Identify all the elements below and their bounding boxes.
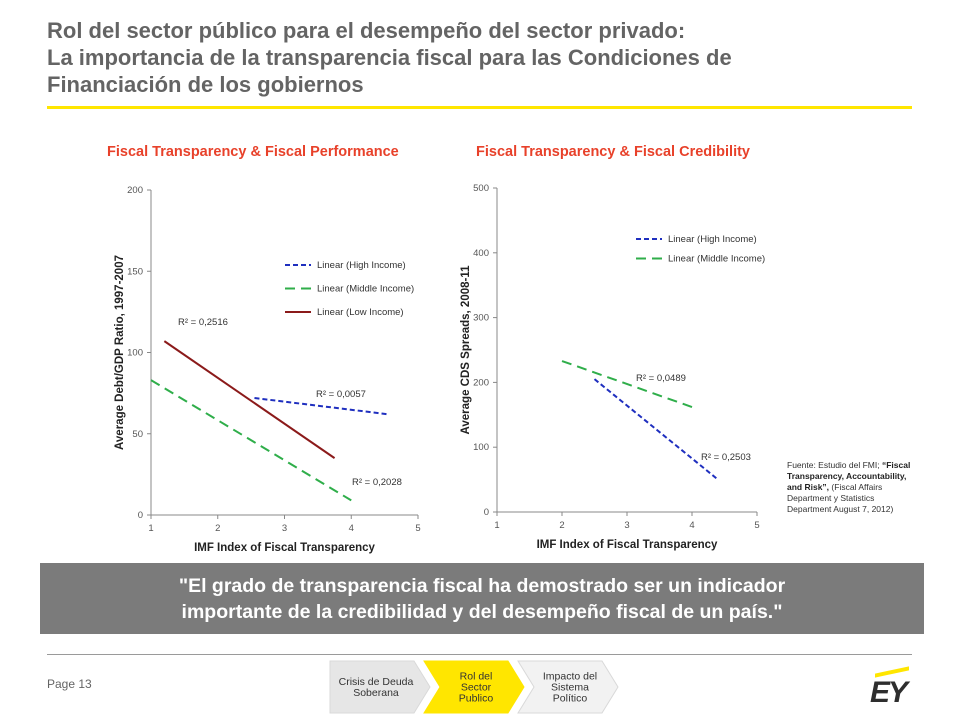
x-tick-label: 3 bbox=[624, 520, 629, 531]
quote-line-1: "El grado de transparencia fiscal ha dem… bbox=[178, 574, 786, 597]
source-note: Fuente: Estudio del FMI; “Fiscal Transpa… bbox=[787, 460, 912, 515]
chart-2-title: Fiscal Transparency & Fiscal Credibility bbox=[476, 144, 750, 160]
y-tick-label: 500 bbox=[473, 183, 489, 194]
title-line-3: Financiación de los gobiernos bbox=[47, 72, 364, 97]
source-title: “Fiscal Transparency, Accountability, an… bbox=[787, 460, 911, 492]
nav-step-label: Publico bbox=[459, 693, 494, 705]
x-tick-label: 2 bbox=[215, 523, 220, 534]
title-line-2: La importancia de la transparencia fisca… bbox=[47, 45, 732, 70]
chart-fiscal-performance: 0 50 100 150 200 1 2 3 4 5 IMF Index of Fiscal Tra… bbox=[114, 185, 421, 554]
x-tick-label: 5 bbox=[415, 523, 420, 534]
nav-step-label: Rol del bbox=[460, 671, 493, 683]
x-tick-label: 4 bbox=[689, 520, 694, 531]
x-tick-label: 1 bbox=[494, 520, 499, 531]
y-tick-label: 100 bbox=[473, 442, 489, 453]
y-tick-label: 0 bbox=[138, 510, 143, 521]
x-tick-label: 2 bbox=[559, 520, 564, 531]
series-line-2 bbox=[163, 340, 336, 459]
nav-step-label: Político bbox=[553, 693, 588, 705]
nav-step-shape bbox=[423, 660, 525, 714]
y-tick-label: 200 bbox=[473, 377, 489, 388]
nav-step-label: Crisis de Deuda bbox=[339, 676, 414, 688]
source-prefix: Fuente: Estudio del FMI; bbox=[787, 460, 880, 470]
y-tick-label: 400 bbox=[473, 248, 489, 259]
y-tick-label: 200 bbox=[127, 185, 143, 196]
y-axis-label: Average CDS Spreads, 2008-11 bbox=[460, 265, 472, 435]
source-suffix: (Fiscal Affairs Department y Statistics … bbox=[787, 482, 894, 514]
x-axis-label: IMF Index of Fiscal Transparency bbox=[194, 542, 375, 554]
r2-label: R² = 0,2516 bbox=[178, 317, 228, 328]
x-tick-label: 4 bbox=[349, 523, 354, 534]
x-tick-label: 5 bbox=[754, 520, 759, 531]
x-tick-label: 3 bbox=[282, 523, 287, 534]
nav-step-label: Impacto del bbox=[543, 671, 597, 683]
quote-line-2: importante de la credibilidad y del dese… bbox=[181, 600, 783, 623]
legend-label: Linear (High Income) bbox=[317, 260, 406, 271]
nav-step-shape bbox=[517, 660, 619, 714]
y-tick-label: 100 bbox=[127, 348, 143, 359]
series-line-1 bbox=[150, 379, 352, 502]
ey-logo: EY bbox=[870, 676, 908, 709]
footer-divider bbox=[47, 654, 912, 655]
r2-label: R² = 0,0057 bbox=[316, 389, 366, 400]
legend-label: Linear (Middle Income) bbox=[317, 284, 414, 295]
nav-step-label: Soberana bbox=[353, 687, 399, 699]
r2-label: R² = 0,0489 bbox=[636, 373, 686, 384]
x-tick-label: 1 bbox=[148, 523, 153, 534]
r2-label: R² = 0,2028 bbox=[352, 477, 402, 488]
page-title: Rol del sector público para el desempeño… bbox=[47, 17, 927, 98]
nav-step-label: Sistema bbox=[551, 682, 589, 694]
page-number: Page 13 bbox=[47, 677, 92, 691]
legend-label: Linear (Low Income) bbox=[317, 307, 404, 318]
series-line-1 bbox=[561, 360, 693, 408]
chart-1-title: Fiscal Transparency & Fiscal Performance bbox=[107, 144, 399, 160]
series-line-0 bbox=[593, 378, 719, 481]
series-line-0 bbox=[254, 397, 389, 416]
nav-step-label: Sector bbox=[461, 682, 492, 694]
legend-label: Linear (Middle Income) bbox=[668, 254, 765, 265]
r2-label: R² = 0,2503 bbox=[701, 452, 751, 463]
y-tick-label: 0 bbox=[484, 507, 489, 518]
y-axis-label: Average Debt/GDP Ratio, 1997-2007 bbox=[114, 255, 126, 450]
y-tick-label: 300 bbox=[473, 313, 489, 324]
nav-step-shape bbox=[329, 660, 431, 714]
title-underline bbox=[47, 106, 912, 109]
title-line-1: Rol del sector público para el desempeño… bbox=[47, 18, 686, 43]
chart-fiscal-credibility: 0 100 200 300 400 500 1 2 3 4 5 IMF Index of Fiscal… bbox=[460, 183, 765, 551]
y-tick-label: 150 bbox=[127, 266, 143, 277]
x-axis-label: IMF Index of Fiscal Transparency bbox=[537, 539, 718, 551]
quote-banner: "El grado de transparencia fiscal ha dem… bbox=[40, 563, 924, 634]
y-tick-label: 50 bbox=[132, 429, 143, 440]
legend-label: Linear (High Income) bbox=[668, 234, 757, 245]
